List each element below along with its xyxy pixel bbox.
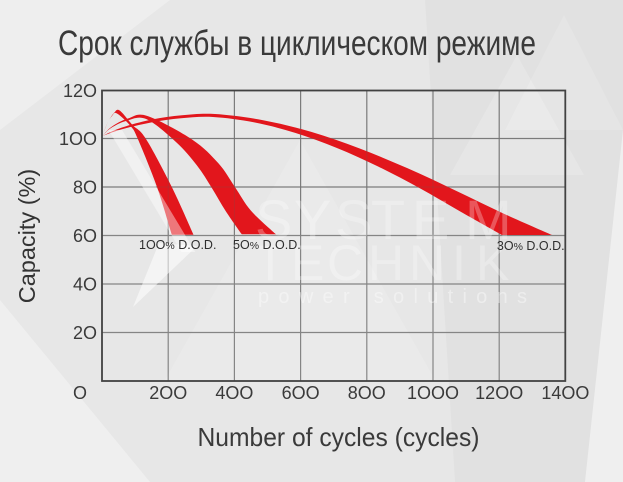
svg-text:14OO: 14OO [541, 383, 589, 403]
svg-text:4O: 4O [73, 275, 97, 295]
svg-text:6O: 6O [73, 226, 97, 246]
svg-text:8OO: 8OO [348, 383, 386, 403]
svg-text:8O: 8O [73, 178, 97, 198]
svg-text:2O: 2O [73, 323, 97, 343]
svg-text:O: O [73, 383, 87, 403]
svg-text:Number of cycles (cycles): Number of cycles (cycles) [198, 422, 480, 452]
svg-text:3O% D.O.D.: 3O% D.O.D. [497, 239, 565, 253]
svg-text:12OO: 12OO [475, 383, 523, 403]
svg-text:Capacity (%): Capacity (%) [14, 169, 40, 304]
svg-text:4OO: 4OO [215, 383, 253, 403]
svg-text:2OO: 2OO [149, 383, 187, 403]
svg-text:power solutions: power solutions [258, 286, 527, 308]
svg-text:1OOO: 1OOO [407, 383, 459, 403]
svg-text:12O: 12O [63, 81, 97, 101]
svg-text:Срок службы в циклическом режи: Срок службы в циклическом режиме [58, 24, 536, 63]
svg-text:1OO% D.O.D.: 1OO% D.O.D. [139, 238, 216, 252]
svg-text:1OO: 1OO [59, 129, 97, 149]
svg-text:6OO: 6OO [282, 383, 320, 403]
svg-text:5O% D.O.D.: 5O% D.O.D. [233, 238, 301, 252]
